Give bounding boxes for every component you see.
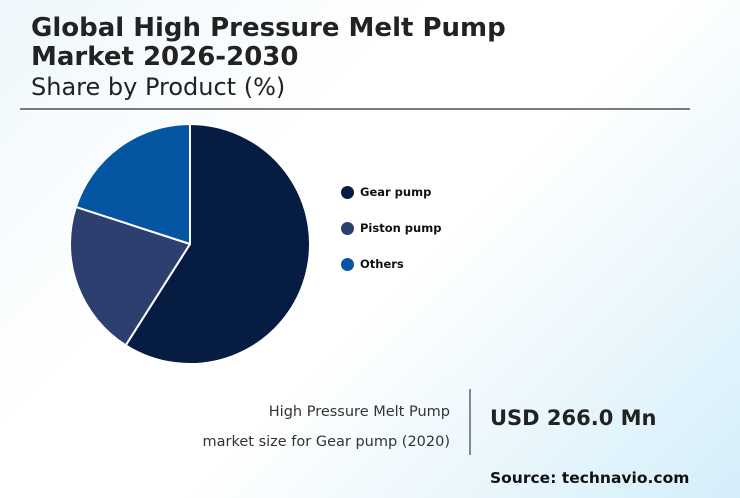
source-credit: Source: technavio.com — [490, 469, 690, 487]
footer-divider — [469, 389, 471, 455]
chart-title-line-1: Global High Pressure Melt Pump — [31, 13, 506, 43]
legend-label: Piston pump — [360, 221, 442, 235]
legend-item-gear-pump: Gear pump — [341, 174, 441, 210]
header-divider — [20, 108, 690, 110]
pie-slice-others — [74, 123, 191, 245]
legend-item-piston-pump: Piston pump — [341, 210, 441, 246]
chart-title: Global High Pressure Melt Pump Market 20… — [31, 14, 506, 72]
market-size-caption: High Pressure Melt Pump market size for … — [203, 397, 451, 457]
legend-label: Others — [360, 257, 404, 271]
legend-dot-icon — [341, 257, 354, 271]
chart-title-line-2: Market 2026-2030 — [31, 42, 299, 72]
legend-dot-icon — [341, 221, 354, 235]
caption-line-2: market size for Gear pump (2020) — [202, 434, 451, 450]
legend-item-others: Others — [341, 246, 441, 282]
pie-chart — [69, 123, 311, 365]
legend-dot-icon — [341, 185, 354, 199]
chart-subtitle: Share by Product (%) — [31, 73, 286, 101]
pie-slice-gear-pump — [124, 123, 311, 365]
chart-legend: Gear pump Piston pump Others — [341, 174, 441, 282]
market-size-value: USD 266.0 Mn — [490, 406, 657, 430]
pie-slice-piston-pump — [69, 205, 191, 347]
legend-label: Gear pump — [360, 185, 432, 199]
caption-line-1: High Pressure Melt Pump — [268, 404, 450, 420]
